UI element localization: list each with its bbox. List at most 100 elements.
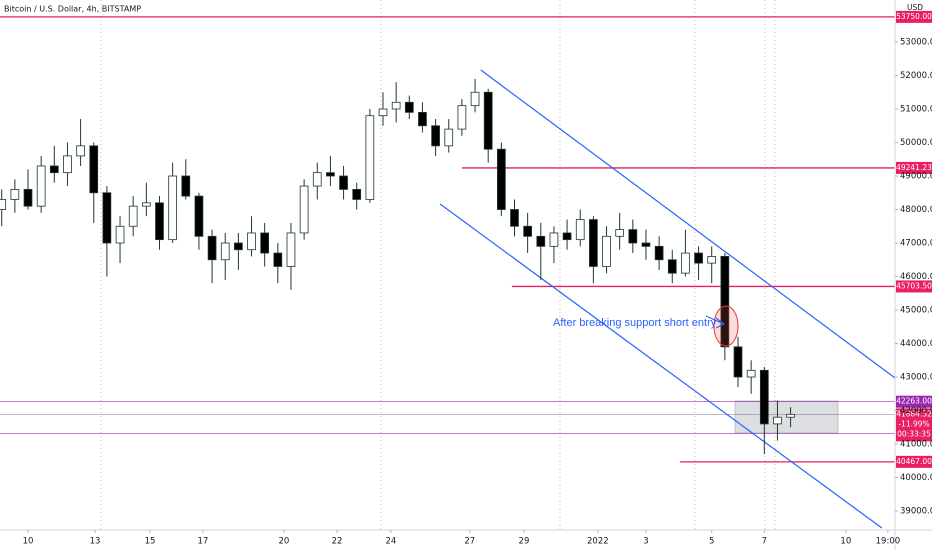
current-price-label: 41884.52 [896, 409, 932, 418]
y-tick-label: 49000.00 [900, 172, 932, 182]
x-tick-label: 17 [197, 537, 208, 547]
candle-body [102, 192, 112, 244]
price-tag-label: 45703.50 [896, 281, 932, 290]
candle-body [457, 105, 467, 130]
session-markers [100, 0, 776, 530]
y-tick-label: 47000.00 [900, 239, 932, 249]
candle-body [773, 416, 782, 425]
candle-body [759, 369, 769, 425]
highlight-ellipse [713, 305, 739, 347]
candle-body [496, 148, 506, 210]
candle-body [746, 369, 756, 378]
candle-body [641, 242, 651, 247]
candle-body [339, 175, 348, 190]
candle-body [247, 232, 256, 251]
candle-body [89, 145, 99, 194]
x-tick-label: 13 [90, 537, 101, 547]
candle-body [273, 252, 283, 267]
candle-body [286, 232, 296, 267]
x-tick-label: 10 [23, 537, 34, 547]
price-change: -11.99% [898, 419, 929, 428]
x-tick-label: 19:00 [876, 537, 901, 547]
candle-body [378, 108, 388, 117]
price-tags: 53750.00 49241.23 45703.50 40467.00 42263.00… [896, 10, 932, 468]
candle-body [168, 175, 177, 241]
candle-body [510, 209, 519, 227]
currency: USD [907, 3, 923, 12]
y-tick-label: 45000.00 [900, 306, 932, 316]
y-tick-label: 53000.00 [900, 38, 932, 48]
price-tag [896, 10, 932, 23]
candle-body [483, 91, 493, 150]
candle-body [681, 252, 690, 274]
y-tick-label: 51000.00 [900, 105, 932, 115]
candle-body [470, 91, 480, 107]
x-tick-label: 2022 [587, 537, 609, 547]
y-tick-label: 41000.00 [900, 440, 932, 450]
candle-body [181, 175, 191, 197]
x-tick-label: 20 [278, 537, 289, 547]
candle-body [115, 225, 125, 244]
countdown: 00:33:35 [897, 429, 931, 438]
x-tick-label: 22 [332, 537, 343, 547]
candle-body [431, 125, 440, 147]
y-tick-label: 50000.00 [900, 138, 932, 148]
candle-body [36, 165, 46, 207]
candle-body [418, 111, 427, 127]
candle-body [128, 205, 138, 227]
y-tick-label: 46000.00 [900, 272, 932, 282]
candle-body [562, 232, 572, 241]
price-tag [896, 395, 932, 408]
price-tag-label: 40467.00 [896, 457, 932, 466]
candle-body [260, 232, 270, 254]
candle-body [365, 115, 375, 200]
candle-body [667, 259, 677, 274]
price-tag-label: 53750.00 [896, 12, 932, 21]
candle-body [326, 172, 335, 177]
y-tick-label: 52000.00 [900, 71, 932, 81]
candle-body [141, 202, 151, 207]
y-tick-label: 40000.00 [900, 473, 932, 483]
candle-body [786, 413, 795, 418]
trendline [480, 69, 896, 379]
candle-body [536, 235, 546, 247]
candle-body [194, 195, 204, 237]
candle-body [0, 199, 7, 210]
candle-body [628, 229, 638, 244]
chart-title: Bitcoin / U.S. Dollar, 4h, BITSTAMP [4, 5, 141, 14]
candle-body [523, 225, 532, 237]
candle-body [49, 165, 59, 174]
candle-body [575, 219, 585, 241]
x-tick-label: 3 [643, 537, 648, 547]
arrow [705, 315, 726, 329]
candle-body [312, 172, 322, 187]
price-tag [896, 161, 932, 174]
x-tick-label: 15 [145, 537, 156, 547]
trendline [439, 203, 883, 529]
price-tag-label: 49241.23 [896, 163, 932, 172]
x-tick-label: 5 [709, 537, 714, 547]
candle-body [155, 202, 164, 241]
price-tag [896, 280, 932, 293]
y-tick-label: 43000.00 [900, 373, 932, 383]
candle-body [299, 185, 309, 234]
candle-body [733, 346, 743, 378]
y-tick-label: 48000.00 [900, 205, 932, 215]
candle-body [404, 101, 414, 113]
candle-body [352, 189, 362, 200]
candle-body [23, 189, 33, 207]
candle-body [589, 219, 598, 267]
candle-body [63, 155, 72, 174]
candle-body [234, 242, 243, 251]
current-price-tag [896, 408, 932, 442]
candle-body [694, 252, 703, 264]
candle-body [654, 245, 664, 261]
candle-body [707, 256, 717, 264]
candle-body [615, 229, 625, 237]
candle-body [602, 235, 611, 267]
candle-body [10, 189, 20, 200]
candle-body [391, 101, 401, 110]
candle-body [444, 128, 454, 147]
candle-body [207, 235, 217, 261]
